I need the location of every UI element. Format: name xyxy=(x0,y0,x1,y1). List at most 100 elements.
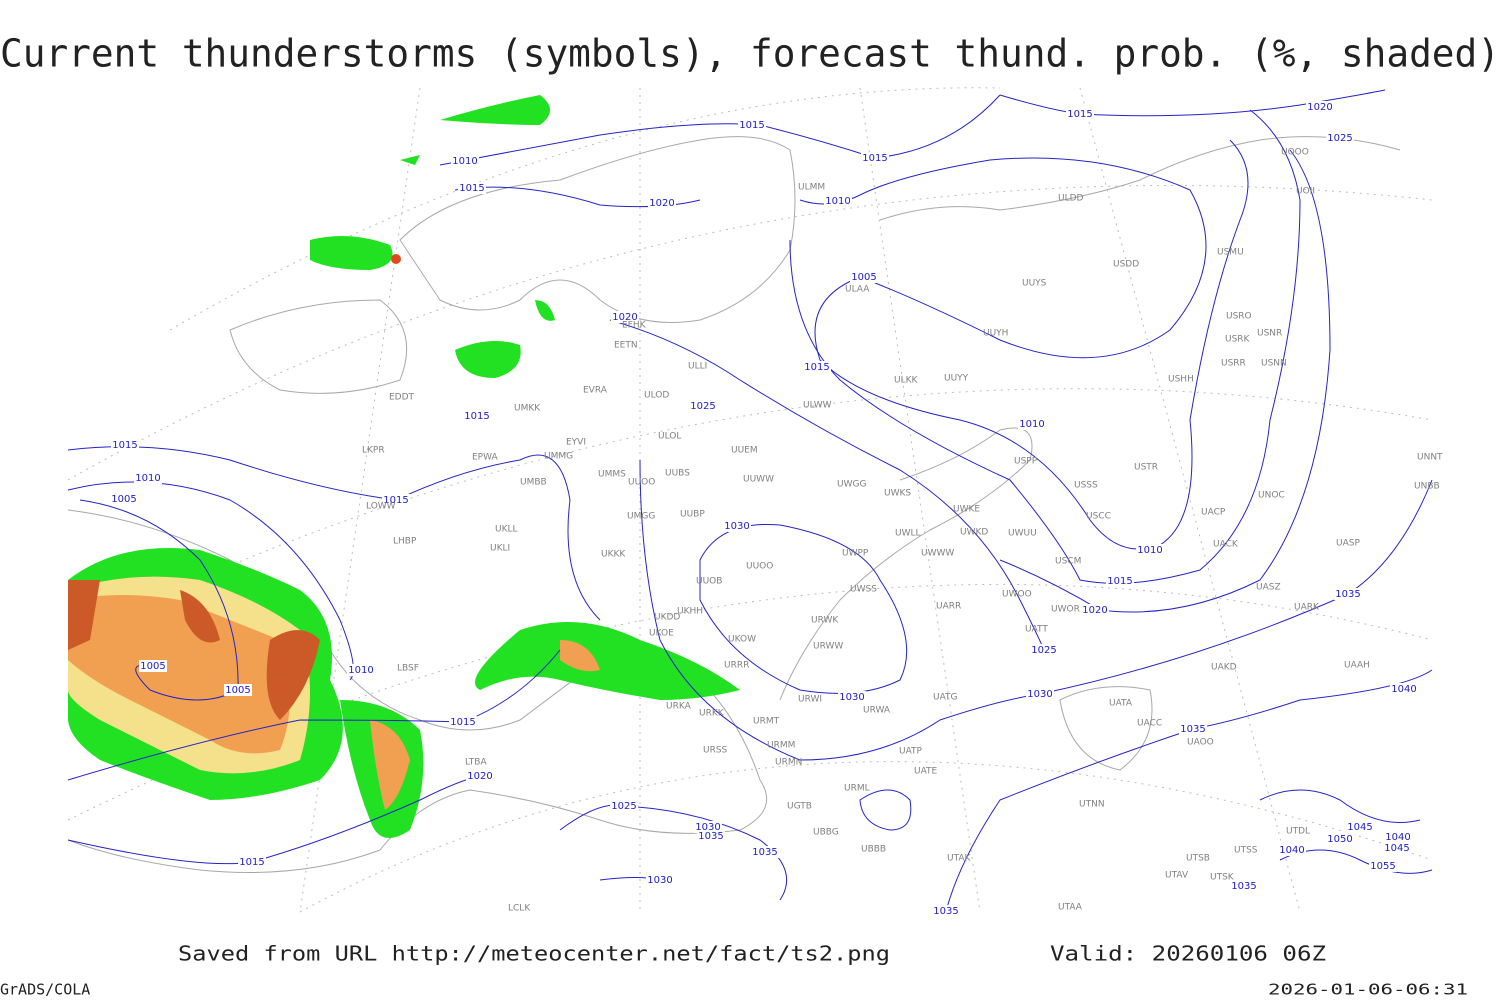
station-label: UUBS xyxy=(665,469,690,479)
station-label: UKKK xyxy=(601,550,626,560)
station-label: ULKK xyxy=(894,376,919,386)
isobar-label-bg xyxy=(611,311,639,323)
station-label: UASZ xyxy=(1256,583,1281,593)
station-label: UTDL xyxy=(1286,827,1310,837)
station-label: UMBB xyxy=(520,478,547,488)
isobar-label-bg xyxy=(1106,575,1134,587)
isobar-label-bg xyxy=(646,874,674,886)
isobar-label-bg xyxy=(648,197,676,209)
isobar-label: 1055 xyxy=(1370,861,1395,872)
isobar-label: 1030 xyxy=(647,875,672,886)
station-label: ULOL xyxy=(658,432,681,442)
isobar-label: 1035 xyxy=(698,831,723,842)
isobar-label: 1025 xyxy=(1031,645,1056,656)
isobar-label-bg xyxy=(1306,101,1334,113)
timestamp: 2026-01-06-06:31 xyxy=(1268,981,1468,999)
isobar-label-bg xyxy=(751,846,779,858)
isobar-label: 1015 xyxy=(1107,576,1132,587)
station-label: UWLL xyxy=(895,529,921,539)
station-label: UNOC xyxy=(1258,491,1285,501)
station-label: LKPR xyxy=(362,446,385,456)
station-label: ULMM xyxy=(798,183,825,193)
isobar-label-bg xyxy=(238,856,266,868)
station-label: UUEM xyxy=(731,446,758,456)
isobar-label-bg xyxy=(1384,831,1412,843)
station-label: USSS xyxy=(1074,481,1098,491)
isobar-label-bg xyxy=(932,905,960,917)
isobar-label: 1025 xyxy=(1327,133,1352,144)
station-label: URKA xyxy=(666,702,692,712)
isobar-label: 1015 xyxy=(383,495,408,506)
station-label: URML xyxy=(844,784,870,794)
isobar-label-bg xyxy=(347,664,375,676)
isobar-label: 1045 xyxy=(1347,822,1372,833)
station-label: USPP xyxy=(1014,457,1038,467)
station-label: UWSS xyxy=(850,585,877,595)
map-area xyxy=(67,87,1433,913)
station-label: UMGG xyxy=(627,512,655,522)
isobar-label: 1035 xyxy=(1231,881,1256,892)
station-label: UMMS xyxy=(598,470,626,480)
station-label: UACP xyxy=(1201,508,1226,518)
station-label: USMU xyxy=(1217,248,1244,258)
station-label: UWPP xyxy=(842,549,869,559)
station-label: LHBP xyxy=(393,537,417,547)
station-label: UMMG xyxy=(544,452,573,462)
isobar-label: 1010 xyxy=(1019,419,1044,430)
station-label: UAKD xyxy=(1211,663,1237,673)
isobar-label-bg xyxy=(1383,842,1411,854)
station-label: UWWW xyxy=(921,549,954,559)
station-label: LCLK xyxy=(508,904,531,914)
isobar-label: 1010 xyxy=(1137,545,1162,556)
isobar-label: 1020 xyxy=(612,312,637,323)
isobar-label: 1010 xyxy=(825,196,850,207)
isobar-label-bg xyxy=(224,684,252,696)
station-label: EVRA xyxy=(583,386,608,396)
station-label: UWOR xyxy=(1051,605,1080,615)
station-label: UWKE xyxy=(953,505,980,515)
station-label: USHH xyxy=(1168,375,1194,385)
station-label: UKDD xyxy=(654,613,680,623)
station-label: UBBG xyxy=(813,828,839,838)
isobar-label: 1020 xyxy=(1082,605,1107,616)
station-label: UNNT xyxy=(1417,453,1443,463)
station-label: UOOO xyxy=(1281,148,1309,158)
station-label: EDDT xyxy=(389,393,415,403)
isobar-label: 1010 xyxy=(135,473,160,484)
station-label: URSS xyxy=(703,746,728,756)
station-label: UWKD xyxy=(960,528,988,538)
station-label: UWOO xyxy=(1002,590,1032,600)
isobar-label-bg xyxy=(1026,688,1054,700)
isobar-label-bg xyxy=(723,520,751,532)
station-label: UUOO xyxy=(746,562,773,572)
station-label: UWKS xyxy=(884,489,911,499)
station-label: UTAA xyxy=(1058,903,1083,913)
isobar-label-bg xyxy=(1326,132,1354,144)
isobar-label: 1005 xyxy=(225,685,250,696)
station-label: ULDD xyxy=(1058,194,1084,204)
station-label: UATP xyxy=(899,747,923,757)
isobar-label-bg xyxy=(1179,723,1207,735)
station-label: UATG xyxy=(933,693,958,703)
station-label: URMT xyxy=(753,717,780,727)
isobar-label-bg xyxy=(382,494,410,506)
map-labels: 1015 1015 1015 1020 1025 1010 1015 1020 1010 1005… xyxy=(110,101,1443,917)
thunderstorm-probability-shading xyxy=(68,95,740,838)
station-label: URWI xyxy=(798,695,822,705)
isobar-label: 1015 xyxy=(804,362,829,373)
isobar-label-bg xyxy=(1334,588,1362,600)
isobar-label: 1030 xyxy=(1027,689,1052,700)
station-label: LTBA xyxy=(465,758,487,768)
station-label: EFHK xyxy=(622,321,647,331)
station-label: USRK xyxy=(1225,335,1251,345)
station-label: ULWW xyxy=(803,401,832,411)
station-label: USTR xyxy=(1134,463,1158,473)
station-label: LOWW xyxy=(366,502,396,512)
station-label: UTNN xyxy=(1079,800,1105,810)
isobar-label-bg xyxy=(1369,860,1397,872)
isobar-label: 1010 xyxy=(452,156,477,167)
station-label: UWUU xyxy=(1008,529,1037,539)
isobar-label-bg xyxy=(458,182,486,194)
station-label: UKLI xyxy=(490,544,510,554)
